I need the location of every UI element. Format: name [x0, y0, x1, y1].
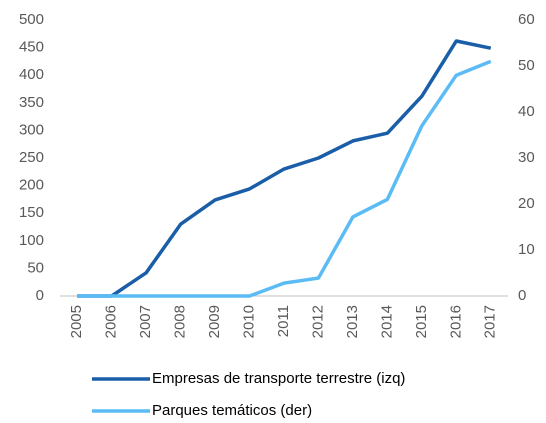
x-tick-label: 2013: [344, 305, 361, 338]
x-tick-label: 2010: [241, 305, 258, 338]
legend-label: Empresas de transporte terrestre (izq): [152, 370, 405, 387]
y2-tick-label: 50: [518, 57, 535, 74]
y-tick-label: 50: [27, 259, 44, 276]
y-tick-label: 500: [19, 11, 44, 28]
y2-tick-label: 10: [518, 241, 535, 258]
x-tick-label: 2017: [482, 305, 499, 338]
y-tick-label: 0: [36, 287, 44, 304]
x-tick-label: 2016: [447, 305, 464, 338]
y2-tick-label: 20: [518, 195, 535, 212]
y-tick-label: 250: [19, 149, 44, 166]
x-tick-label: 2006: [103, 305, 120, 338]
x-tick-label: 2011: [275, 305, 292, 337]
y-tick-label: 400: [19, 66, 44, 83]
series-line: [77, 59, 492, 298]
y-tick-label: 450: [19, 39, 44, 56]
y2-tick-label: 60: [518, 11, 535, 28]
y-tick-label: 300: [19, 121, 44, 138]
x-tick-label: 2009: [206, 305, 223, 338]
x-tick-label: 2005: [68, 305, 85, 338]
x-tick-label: 2014: [378, 305, 395, 338]
y-tick-label: 150: [19, 204, 44, 221]
y2-tick-label: 30: [518, 149, 535, 166]
y-tick-label: 350: [19, 94, 44, 111]
y-tick-label: 100: [19, 232, 44, 249]
x-tick-label: 2007: [137, 305, 154, 338]
y2-tick-label: 0: [518, 287, 526, 304]
y-tick-label: 200: [19, 177, 44, 194]
y2-tick-label: 40: [518, 103, 535, 120]
x-tick-label: 2008: [172, 305, 189, 338]
x-tick-label: 2012: [309, 305, 326, 338]
series-line: [77, 39, 492, 298]
legend-label: Parques temáticos (der): [152, 402, 312, 419]
x-tick-label: 2015: [413, 305, 430, 338]
